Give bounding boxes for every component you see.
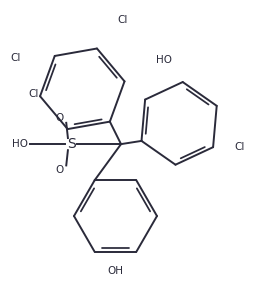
Text: Cl: Cl [10, 53, 21, 63]
Text: Cl: Cl [28, 89, 39, 99]
Text: Cl: Cl [234, 142, 245, 152]
Text: HO: HO [12, 139, 28, 149]
Text: HO: HO [156, 55, 172, 65]
Text: S: S [67, 137, 76, 151]
Text: Cl: Cl [117, 15, 128, 25]
Text: O: O [56, 113, 64, 123]
Text: OH: OH [108, 266, 123, 276]
Text: O: O [56, 165, 64, 175]
